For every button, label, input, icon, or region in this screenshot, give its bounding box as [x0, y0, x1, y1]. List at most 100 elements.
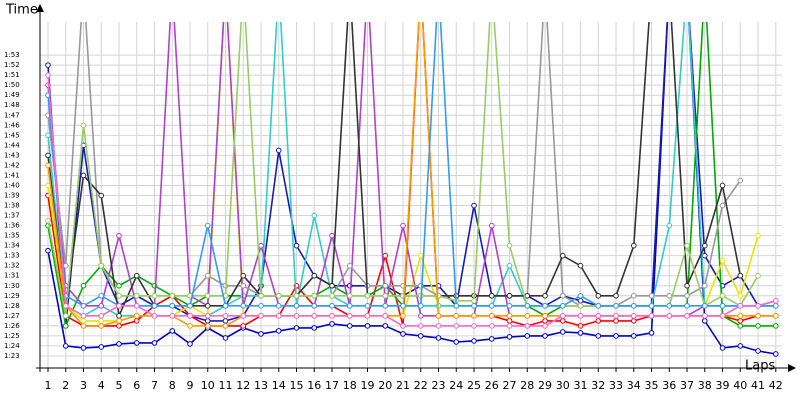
data-point	[364, 292, 371, 299]
data-point	[453, 303, 460, 309]
x-tick-label: 21	[396, 379, 410, 392]
data-point	[506, 313, 513, 319]
data-point	[471, 338, 477, 344]
data-point	[364, 303, 371, 309]
data-point	[666, 292, 673, 299]
data-point	[133, 340, 140, 346]
data-point	[684, 242, 690, 249]
data-point	[755, 303, 761, 309]
x-tick-label: 34	[627, 379, 641, 392]
x-tick-label: 4	[98, 379, 105, 392]
data-point	[98, 292, 105, 299]
data-point	[187, 341, 193, 347]
data-point	[222, 303, 229, 309]
data-point	[187, 303, 193, 309]
data-point	[311, 325, 318, 331]
data-point	[204, 292, 211, 299]
data-point	[719, 257, 726, 264]
data-point	[737, 313, 744, 319]
data-point	[755, 232, 761, 239]
x-tick-label: 18	[343, 379, 357, 392]
y-tick-label: 1:34	[4, 242, 20, 250]
data-point	[382, 292, 389, 299]
data-point	[133, 292, 140, 299]
data-point	[204, 323, 211, 329]
data-point	[382, 313, 389, 319]
x-tick-label: 32	[591, 379, 605, 392]
data-point	[116, 341, 122, 347]
x-tick-label: 29	[538, 379, 552, 392]
data-point	[80, 318, 87, 324]
data-point	[488, 222, 495, 229]
data-point	[737, 272, 744, 279]
data-point	[772, 323, 779, 329]
data-point	[737, 318, 744, 324]
x-tick-label: 33	[609, 379, 623, 392]
data-point	[417, 323, 424, 329]
x-tick-label: 26	[485, 379, 499, 392]
data-point	[719, 303, 726, 309]
x-tick-label: 36	[662, 379, 676, 392]
data-point	[275, 303, 282, 309]
y-tick-label: 1:27	[4, 312, 20, 320]
data-point	[488, 336, 495, 342]
data-point	[80, 282, 87, 289]
y-tick-label: 1:46	[4, 121, 20, 129]
data-point	[577, 292, 584, 299]
data-point	[222, 313, 229, 319]
data-point	[559, 318, 566, 324]
data-point	[400, 313, 406, 319]
data-point	[542, 318, 548, 324]
data-point	[258, 303, 264, 309]
data-point	[151, 313, 158, 319]
x-tick-label: 1	[44, 379, 51, 392]
data-point	[506, 334, 513, 340]
data-point	[382, 303, 389, 309]
data-point	[666, 303, 673, 309]
data-point	[542, 292, 548, 299]
y-tick-label: 1:28	[4, 302, 20, 310]
y-tick-label: 1:32	[4, 262, 20, 270]
data-point	[346, 313, 353, 319]
data-point	[524, 323, 531, 329]
data-point	[417, 313, 424, 319]
data-point	[488, 292, 495, 299]
data-point	[311, 272, 318, 279]
data-point	[701, 252, 708, 259]
y-tick-label: 1:42	[4, 161, 20, 169]
data-point	[133, 313, 140, 319]
data-point	[630, 303, 637, 309]
data-point	[346, 262, 353, 269]
data-point	[329, 321, 335, 327]
x-tick-label: 40	[733, 379, 747, 392]
data-point	[329, 313, 335, 319]
data-point	[133, 303, 140, 309]
x-tick-label: 38	[698, 379, 712, 392]
data-point	[613, 292, 619, 299]
x-tick-label: 7	[151, 379, 158, 392]
data-point	[772, 303, 779, 309]
data-point	[293, 313, 300, 319]
x-tick-label: 20	[378, 379, 392, 392]
x-tick-label: 25	[467, 379, 481, 392]
data-point	[45, 152, 51, 159]
data-point	[684, 292, 690, 299]
data-point	[293, 325, 300, 331]
data-point	[453, 323, 460, 329]
x-tick-label: 6	[133, 379, 140, 392]
data-point	[595, 318, 602, 324]
x-tick-label: 37	[680, 379, 694, 392]
data-point	[240, 313, 247, 319]
x-tick-label: 11	[219, 379, 233, 392]
data-point	[80, 303, 87, 309]
data-point	[293, 303, 300, 309]
y-tick-label: 1:53	[4, 51, 20, 59]
y-tick-label: 1:50	[4, 81, 20, 89]
x-tick-label: 12	[236, 379, 250, 392]
data-point	[116, 318, 122, 324]
data-point	[684, 282, 690, 289]
y-axis-arrow	[36, 4, 44, 12]
y-tick-label: 1:24	[4, 342, 20, 350]
data-point	[719, 292, 726, 299]
data-point	[240, 303, 247, 309]
